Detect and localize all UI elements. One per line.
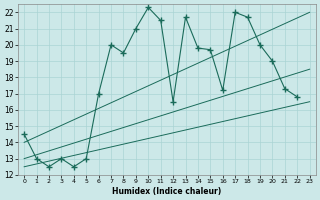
X-axis label: Humidex (Indice chaleur): Humidex (Indice chaleur) bbox=[112, 187, 221, 196]
